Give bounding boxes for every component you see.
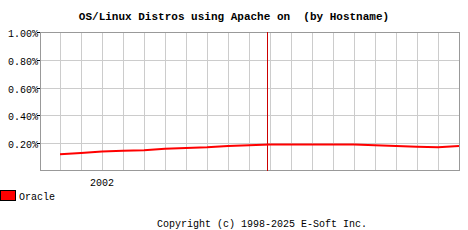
plot-frame [41, 33, 460, 171]
x-grid-line [186, 32, 187, 171]
x-grid-line [228, 32, 229, 171]
y-grid-line [40, 60, 460, 61]
title: OS/Linux Distros using Apache on (by Hos… [79, 11, 389, 23]
x-grid-line [396, 32, 397, 171]
x-grid-line [249, 32, 250, 171]
x-tick-label: 2002 [90, 178, 114, 189]
y-tick-label: 0.80% [8, 57, 38, 68]
x-grid-line [312, 32, 313, 171]
x-grid-line [375, 32, 376, 171]
x-grid-line [207, 32, 208, 171]
y-grid-line [40, 143, 460, 144]
y-tick-label: 0.20% [8, 140, 38, 151]
x-grid-line [165, 32, 166, 171]
chart-svg: OS/Linux Distros using Apache on (by Hos… [0, 0, 468, 230]
x-grid-line [291, 32, 292, 171]
x-grid-line [270, 32, 271, 171]
y-grid-line [40, 115, 460, 116]
x-grid-line [438, 32, 439, 171]
y-tick-label: 0.40% [8, 112, 38, 123]
legend-swatch [1, 191, 16, 201]
plot-area [40, 32, 460, 171]
y-tick-label: 0.60% [8, 85, 38, 96]
x-grid-line [417, 32, 418, 171]
y-grid-line [40, 88, 460, 89]
copyright: Copyright (c) 1998-2025 E-Soft Inc. [157, 219, 367, 230]
legend-label: Oracle [19, 192, 55, 203]
series-group [60, 145, 459, 155]
marker-line [267, 32, 268, 171]
x-grid-line [354, 32, 355, 171]
series-line [60, 145, 459, 155]
x-grid-line [81, 32, 82, 171]
x-grid-line [102, 32, 103, 171]
y-tick-label: 1.00% [8, 29, 38, 40]
x-grid-line [333, 32, 334, 171]
x-grid-line [60, 32, 61, 171]
chart-container: OS/Linux Distros using Apache on (by Hos… [0, 0, 468, 230]
